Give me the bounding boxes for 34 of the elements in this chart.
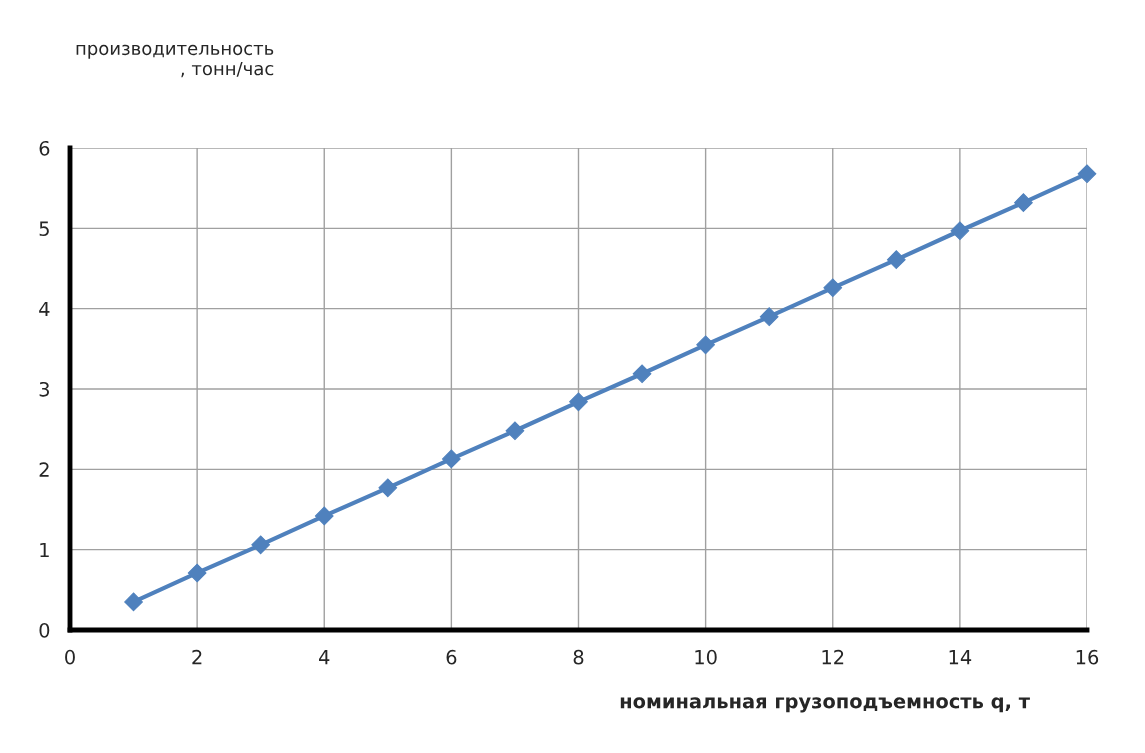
point bbox=[950, 221, 970, 241]
point bbox=[505, 421, 525, 441]
y-tick-label: 5 bbox=[39, 221, 49, 236]
x-axis-title: номинальная грузоподъемность q, т bbox=[620, 697, 1030, 713]
point bbox=[124, 592, 143, 612]
x-tick-label: 6 bbox=[446, 649, 457, 665]
point bbox=[378, 478, 398, 498]
point bbox=[314, 506, 334, 526]
point bbox=[442, 449, 461, 469]
point bbox=[759, 307, 779, 327]
y-tick-label: 3 bbox=[39, 381, 49, 397]
y-tick-label: 4 bbox=[39, 301, 50, 317]
point bbox=[187, 563, 207, 583]
point bbox=[696, 335, 715, 355]
y-tick-label: 2 bbox=[39, 462, 49, 477]
y-tick-label: 1 bbox=[40, 542, 49, 558]
point bbox=[251, 535, 271, 555]
point bbox=[823, 278, 843, 298]
point bbox=[632, 364, 652, 384]
point bbox=[569, 392, 588, 412]
x-tick-label: 16 bbox=[1076, 649, 1099, 665]
y-axis-title: производительность , тонн/час bbox=[76, 44, 274, 78]
x-tick-label: 4 bbox=[319, 650, 330, 665]
point bbox=[1014, 193, 1033, 212]
point bbox=[886, 250, 906, 270]
x-tick-label: 14 bbox=[949, 650, 972, 665]
y-tick-label: 6 bbox=[39, 140, 50, 156]
y-tick-label: 0 bbox=[39, 622, 50, 638]
point bbox=[1077, 164, 1097, 184]
x-tick-label: 12 bbox=[822, 649, 844, 665]
x-tick-label: 8 bbox=[573, 649, 584, 665]
x-tick-label: 0 bbox=[65, 649, 75, 665]
x-tick-label: 10 bbox=[695, 649, 717, 665]
x-tick-label: 2 bbox=[192, 649, 202, 665]
